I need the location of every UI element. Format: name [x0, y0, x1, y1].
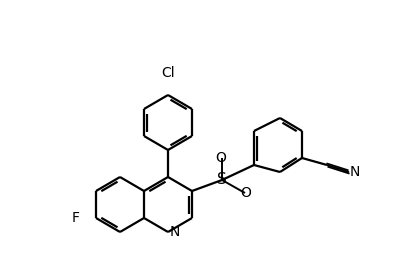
Text: N: N [350, 165, 360, 179]
Text: Cl: Cl [161, 66, 175, 80]
Text: S: S [217, 173, 227, 188]
Text: O: O [240, 186, 251, 200]
Text: F: F [72, 211, 80, 225]
Text: O: O [215, 151, 227, 165]
Text: N: N [170, 225, 180, 239]
